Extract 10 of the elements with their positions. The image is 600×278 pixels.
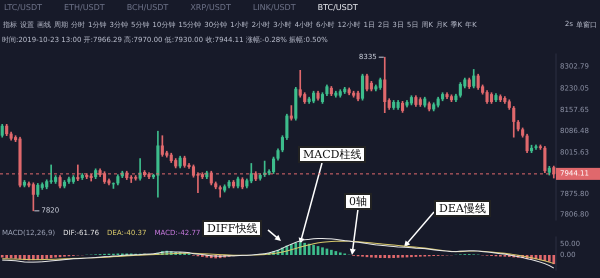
text: BTC/USDT — [318, 3, 358, 12]
text: XRP/USDT — [190, 3, 231, 12]
annotation: DEA慢线 — [434, 200, 491, 217]
text: ETH/USDT — [64, 3, 105, 12]
text: BCH/USDT — [126, 3, 168, 12]
text: DIFF快线 — [202, 220, 262, 237]
annotation: MACD柱线 — [298, 146, 366, 163]
text: LTC/USDT — [4, 3, 42, 12]
annotation: 0轴 — [344, 193, 372, 210]
text: LINK/USDT — [252, 3, 296, 12]
